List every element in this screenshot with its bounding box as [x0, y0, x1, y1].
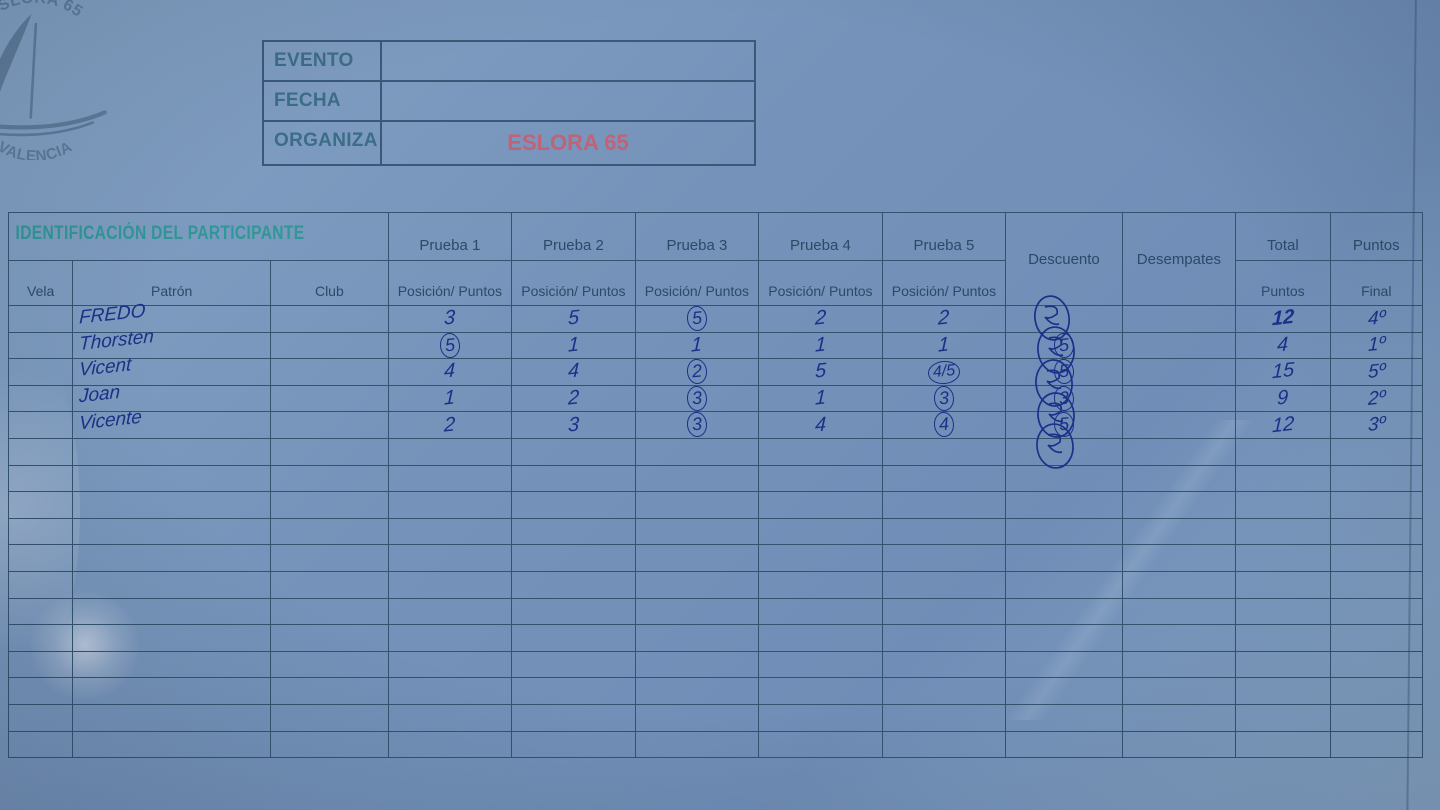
svg-text:ESLORA 65: ESLORA 65	[0, 0, 86, 21]
svg-text:VALENCIA: VALENCIA	[0, 138, 75, 160]
